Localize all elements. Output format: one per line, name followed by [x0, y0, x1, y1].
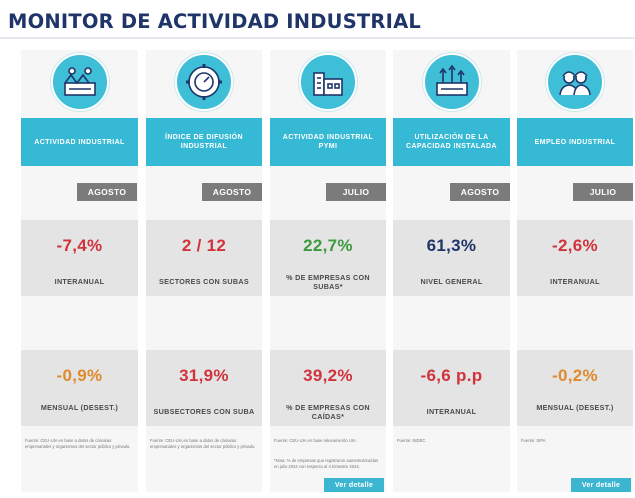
metric-block-primary: 22,7% % DE EMPRESAS CON SUBAS*: [270, 220, 386, 296]
metric-value: 31,9%: [179, 366, 229, 385]
card-actividad-pymi: ACTIVIDAD INDUSTRIAL PYMI JULIO 22,7% % …: [270, 50, 386, 492]
source-note: Fuente: CEU-UIA en base relevamiento UIA…: [274, 438, 357, 443]
metric-value: -7,4%: [56, 236, 103, 255]
metric-block-secondary: 39,2% % DE EMPRESAS CON CAÍDAS*: [270, 350, 386, 426]
metric-block-primary: -2,6% INTERANUAL: [517, 220, 633, 296]
metric-label: INTERANUAL: [426, 407, 477, 416]
metric-value: -6,6 p.p: [420, 366, 483, 385]
footnote: *Nota: % de empresas que registraron aum…: [274, 458, 379, 469]
metric-label: SUBSECTORES CON SUBA: [153, 407, 255, 416]
title-divider: [0, 37, 635, 39]
metric-label: NIVEL GENERAL: [420, 277, 483, 286]
metric-value: -0,2%: [552, 366, 598, 385]
period-badge: JULIO: [573, 183, 633, 201]
metric-label: % DE EMPRESAS CON CAÍDAS*: [286, 403, 370, 421]
factory-capacity-icon: [422, 53, 481, 111]
metric-block-secondary: -0,2% MENSUAL (DESEST.): [517, 350, 633, 426]
card-header: EMPLEO INDUSTRIAL: [517, 118, 633, 166]
hardhat-workers-icon: [546, 53, 604, 111]
period-badge: JULIO: [326, 183, 386, 201]
metric-label: % DE EMPRESAS CON SUBAS*: [286, 273, 370, 291]
source-note: Fuente: INDEC: [397, 438, 426, 443]
metric-block-secondary: 31,9% SUBSECTORES CON SUBA: [146, 350, 262, 426]
gear-gauge-icon: [175, 53, 233, 111]
card-indice-difusion: ÍNDICE DE DIFUSIÓN INDUSTRIAL AGOSTO 2 /…: [146, 50, 262, 492]
metric-value: 22,7%: [303, 236, 353, 255]
period-badge: AGOSTO: [77, 183, 137, 201]
source-note: Fuente: CEU-UIA en base a datos de cámar…: [150, 438, 256, 449]
metric-value: 61,3%: [426, 236, 477, 255]
card-header: ACTIVIDAD INDUSTRIAL PYMI: [270, 118, 386, 166]
card-actividad-industrial: ACTIVIDAD INDUSTRIAL AGOSTO -7,4% INTERA…: [21, 50, 138, 492]
card-header: ÍNDICE DE DIFUSIÓN INDUSTRIAL: [146, 118, 262, 166]
pyme-buildings-icon: [299, 53, 357, 111]
metric-block-secondary: -6,6 p.p INTERANUAL: [393, 350, 510, 426]
page-title: MONITOR DE ACTIVIDAD INDUSTRIAL: [8, 10, 422, 33]
metric-value: -0,9%: [56, 366, 103, 385]
metric-label: INTERANUAL: [54, 277, 105, 286]
metric-block-secondary: -0,9% MENSUAL (DESEST.): [21, 350, 138, 426]
metric-block-primary: 61,3% NIVEL GENERAL: [393, 220, 510, 296]
metric-block-primary: -7,4% INTERANUAL: [21, 220, 138, 296]
source-note: Fuente: CEU-UIA en base a datos de cámar…: [25, 438, 131, 449]
metric-value: 39,2%: [303, 366, 353, 385]
ver-detalle-button[interactable]: Ver detalle: [324, 478, 384, 492]
source-note: Fuente: SIPA: [521, 438, 546, 443]
metric-label: MENSUAL (DESEST.): [536, 403, 614, 412]
card-header: UTILIZACIÓN DE LA CAPACIDAD INSTALADA: [393, 118, 510, 166]
metric-label: MENSUAL (DESEST.): [40, 403, 119, 412]
card-header: ACTIVIDAD INDUSTRIAL: [21, 118, 138, 166]
metric-value: 2 / 12: [181, 236, 227, 255]
metric-block-primary: 2 / 12 SECTORES CON SUBAS: [146, 220, 262, 296]
metric-label: INTERANUAL: [550, 277, 600, 286]
card-empleo-industrial: EMPLEO INDUSTRIAL JULIO -2,6% INTERANUAL…: [517, 50, 633, 492]
card-capacidad-instalada: UTILIZACIÓN DE LA CAPACIDAD INSTALADA AG…: [393, 50, 510, 492]
factory-workers-icon: [50, 53, 109, 111]
period-badge: AGOSTO: [202, 183, 262, 201]
metric-label: SECTORES CON SUBAS: [159, 277, 249, 286]
period-badge: AGOSTO: [450, 183, 510, 201]
metric-value: -2,6%: [552, 236, 598, 255]
ver-detalle-button[interactable]: Ver detalle: [571, 478, 631, 492]
